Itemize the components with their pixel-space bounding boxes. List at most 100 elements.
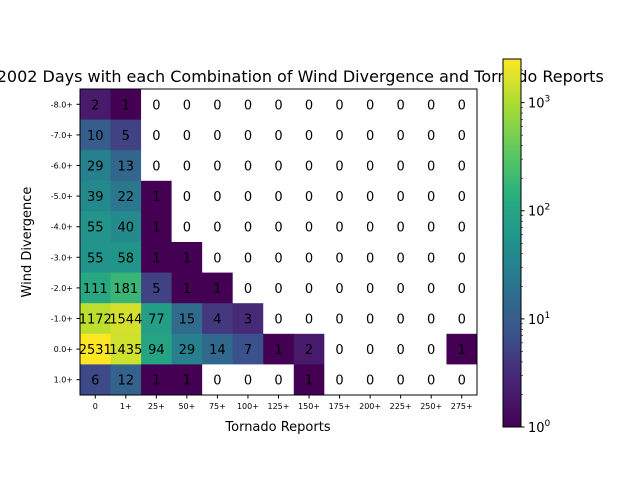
cell-value-label: 111 <box>83 282 108 297</box>
heatmap-cell <box>232 211 264 243</box>
heatmap-cell <box>415 180 447 212</box>
heatmap-cell <box>385 119 417 151</box>
heatmap-cell <box>232 119 264 151</box>
heatmap-cell <box>324 180 356 212</box>
cell-value-label: 4 <box>213 313 221 328</box>
colorbar-tick-label: 103 <box>528 95 550 112</box>
heatmap-cell <box>263 364 295 396</box>
cell-value-label: 0 <box>458 282 466 297</box>
cell-value-label: 0 <box>366 98 374 113</box>
heatmap-cell <box>171 303 203 335</box>
heatmap-cell <box>415 89 447 121</box>
cell-value-label: 0 <box>274 190 282 205</box>
cell-value-label: 0 <box>335 190 343 205</box>
cell-value-label: 0 <box>213 374 221 389</box>
cell-value-label: 0 <box>274 98 282 113</box>
heatmap-cell <box>171 150 203 182</box>
heatmap-cell <box>324 242 356 274</box>
colorbar-tick-label: 101 <box>528 311 550 328</box>
cell-value-label: 0 <box>244 160 252 175</box>
heatmap-cell <box>415 119 447 151</box>
cell-value-label: 0 <box>244 190 252 205</box>
heatmap-cell <box>415 303 447 335</box>
cell-value-label: 0 <box>427 374 435 389</box>
cell-value-label: 29 <box>179 343 196 358</box>
cell-value-label: 0 <box>244 374 252 389</box>
heatmap-cell-labels: 2 1 0 0 0 0 0 0 0 0 0 0 010 5 0 0 0 0 0 0 0 0 0 0 029 13 0 0 0 0 0 0 0 0 0… <box>79 98 466 388</box>
cell-value-label: 10 <box>87 129 104 144</box>
heatmap-cell <box>232 333 264 365</box>
y-tick-label: 1.0+ <box>54 376 73 385</box>
heatmap-cell <box>354 364 386 396</box>
heatmap-cell <box>80 333 112 365</box>
heatmap-cell <box>385 150 417 182</box>
heatmap-cell <box>110 364 142 396</box>
heatmap-cell <box>354 242 386 274</box>
cell-value-label: 0 <box>305 190 313 205</box>
heatmap-cell <box>446 303 478 335</box>
cell-value-label: 0 <box>335 282 343 297</box>
colorbar-tick-label: 100 <box>528 419 551 436</box>
heatmap-cell <box>141 211 173 243</box>
heatmap-cell <box>171 180 203 212</box>
heatmap-cell <box>415 242 447 274</box>
heatmap-cell <box>202 150 234 182</box>
heatmap-cell <box>232 242 264 274</box>
x-tick-label: 100+ <box>237 402 259 411</box>
heatmap-cell <box>141 333 173 365</box>
heatmap-cell <box>110 211 142 243</box>
heatmap-cell <box>293 272 325 304</box>
cell-value-label: 0 <box>427 221 435 236</box>
cell-value-label: 5 <box>122 129 130 144</box>
heatmap-cell <box>80 180 112 212</box>
heatmap-cell <box>80 119 112 151</box>
y-tick-label: 0.0+ <box>54 345 73 354</box>
heatmap-cell <box>80 242 112 274</box>
cell-value-label: 0 <box>244 129 252 144</box>
cell-value-label: 1 <box>152 251 160 266</box>
heatmap-cell <box>415 364 447 396</box>
heatmap-cell <box>354 89 386 121</box>
heatmap-cell <box>354 180 386 212</box>
x-tick-label: 125+ <box>268 402 290 411</box>
cell-value-label: 1 <box>152 374 160 389</box>
cell-value-label: 0 <box>458 313 466 328</box>
heatmap-cell <box>385 364 417 396</box>
heatmap-cell <box>80 211 112 243</box>
cell-value-label: 6 <box>91 374 99 389</box>
heatmap-cell <box>171 89 203 121</box>
y-tick-label: -4.0+ <box>51 223 73 232</box>
cell-value-label: 0 <box>305 160 313 175</box>
heatmap-cell <box>110 150 142 182</box>
cell-value-label: 0 <box>274 313 282 328</box>
cell-value-label: 0 <box>335 129 343 144</box>
heatmap-cell <box>232 180 264 212</box>
heatmap-cell <box>141 303 173 335</box>
cell-value-label: 0 <box>458 129 466 144</box>
cell-value-label: 39 <box>87 190 104 205</box>
cell-value-label: 0 <box>458 374 466 389</box>
cell-value-label: 0 <box>397 98 405 113</box>
heatmap-cell <box>80 150 112 182</box>
heatmap-cell <box>110 303 142 335</box>
heatmap-cell <box>110 242 142 274</box>
cell-value-label: 0 <box>335 98 343 113</box>
cell-value-label: 1 <box>183 374 191 389</box>
x-tick-label: 0 <box>93 402 98 411</box>
cell-value-label: 1 <box>213 282 221 297</box>
heatmap-cell <box>415 150 447 182</box>
cell-value-label: 0 <box>366 343 374 358</box>
heatmap-cell <box>141 364 173 396</box>
x-tick-label: 1+ <box>120 402 132 411</box>
heatmap-cell <box>446 333 478 365</box>
heatmap-cell <box>202 333 234 365</box>
cell-value-label: 0 <box>213 160 221 175</box>
y-tick-label: -1.0+ <box>51 315 73 324</box>
cell-value-label: 0 <box>274 160 282 175</box>
heatmap-cell <box>354 211 386 243</box>
heatmap-cell <box>263 150 295 182</box>
cell-value-label: 2 <box>91 98 99 113</box>
cell-value-label: 0 <box>335 343 343 358</box>
heatmap-cell <box>446 89 478 121</box>
heatmap-cell <box>263 333 295 365</box>
